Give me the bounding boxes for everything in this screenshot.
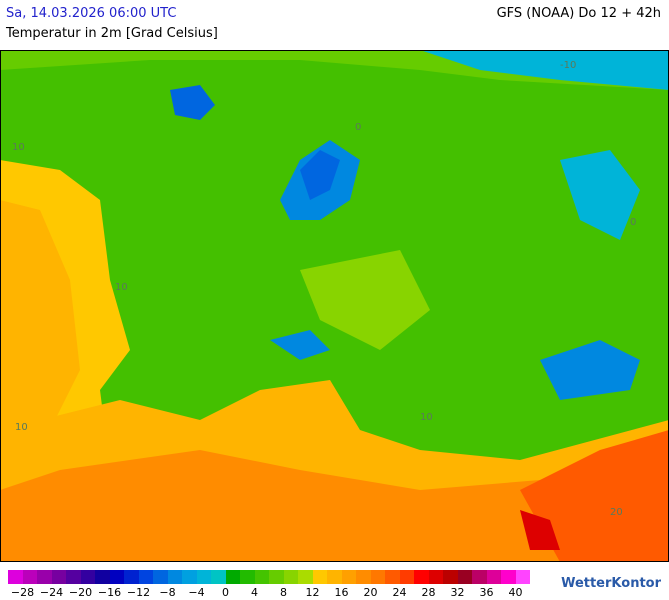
contour-label: 0 [630,217,636,228]
legend-swatch [515,570,530,584]
legend-swatch [327,570,342,584]
legend-swatch [269,570,284,584]
map: 10 10 10 -10 0 0 20 10 [0,50,669,562]
legend-label: 28 [421,586,436,599]
legend-label: −12 [126,586,151,599]
legend-label: 40 [508,586,523,599]
legend-swatch [80,570,95,584]
legend-swatch [66,570,81,584]
contour-label: 20 [610,507,623,518]
legend-label: 4 [251,586,258,599]
legend-swatch [51,570,66,584]
legend-swatch [240,570,255,584]
legend-swatch [414,570,429,584]
contour-label: -10 [560,60,576,71]
legend-swatch [341,570,356,584]
legend-label: −20 [68,586,93,599]
legend-swatch [428,570,443,584]
contour-label: 10 [115,282,128,293]
legend-swatch [298,570,313,584]
legend-bar [8,570,530,584]
model: GFS (NOAA) Do 12 + 42h [496,6,661,21]
subtitle: Temperatur in 2m [Grad Celsius] [6,26,218,41]
legend-label: −4 [188,586,205,599]
legend-label: −16 [97,586,122,599]
legend-swatch [370,570,385,584]
legend-labels: −28 −24 −20 −16 −12 −8 −4 0 4 8 12 16 20 24 28 32 36 40 [0,586,540,600]
legend-swatch [109,570,124,584]
legend-swatch [472,570,487,584]
legend-swatch [486,570,501,584]
legend-swatch [124,570,139,584]
legend-swatch [356,570,371,584]
contour-label: 0 [355,122,361,133]
legend-swatch [211,570,226,584]
legend-label: 8 [280,586,287,599]
legend-swatch [385,570,400,584]
legend-swatch [312,570,327,584]
legend-swatch [37,570,52,584]
legend-swatch [225,570,240,584]
brand: WetterKontor [561,576,661,591]
legend-swatch [182,570,197,584]
legend-label: 24 [392,586,407,599]
legend-swatch [167,570,182,584]
legend-swatch [457,570,472,584]
legend-swatch [254,570,269,584]
contour-label: 10 [12,142,25,153]
legend-swatch [95,570,110,584]
contour-label: 10 [420,412,433,423]
legend-label: 12 [305,586,320,599]
legend-swatch [153,570,168,584]
legend-swatch [196,570,211,584]
legend-swatch [399,570,414,584]
legend-swatch [8,570,23,584]
legend-label: 0 [222,586,229,599]
legend-swatch [138,570,153,584]
legend-label: 32 [450,586,465,599]
legend-swatch [501,570,516,584]
legend-label: 20 [363,586,378,599]
legend-label: 16 [334,586,349,599]
date: Sa, 14.03.2026 06:00 UTC [6,6,177,21]
contour-label: 10 [15,422,28,433]
legend-swatch [443,570,458,584]
legend-label: −24 [39,586,64,599]
legend-label: −8 [159,586,176,599]
legend-swatch [22,570,37,584]
legend-label: −28 [10,586,35,599]
legend-label: 36 [479,586,494,599]
legend-swatch [283,570,298,584]
